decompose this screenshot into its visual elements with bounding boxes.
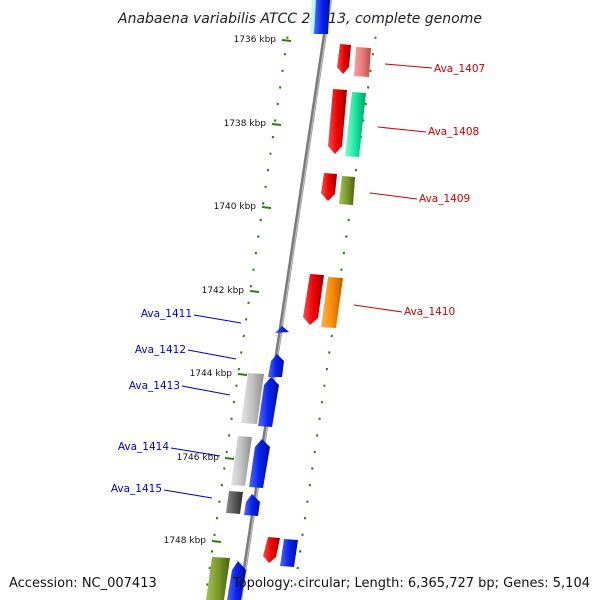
kbp-tick: 1744 kbp	[190, 369, 248, 379]
gene-arrow	[241, 373, 264, 424]
gene-arrow	[303, 274, 324, 325]
gene-arrow	[337, 44, 351, 74]
gene-label[interactable]: Ava_1409	[419, 193, 470, 205]
gene-label[interactable]: Ava_1407	[434, 63, 485, 75]
gene-arrow	[314, 0, 330, 34]
gene-arrow	[339, 176, 355, 205]
kbp-tick: 1738 kbp	[224, 119, 282, 129]
gene-arrow	[268, 354, 284, 377]
gene-label[interactable]: Ava_1414	[118, 441, 170, 453]
gene-arrow	[231, 436, 252, 486]
gene-label[interactable]: Ava_1415	[111, 483, 162, 495]
kbp-label: 1744 kbp	[190, 369, 233, 379]
gene-arrow	[227, 561, 246, 600]
kbp-label: 1742 kbp	[202, 286, 245, 296]
gene-labels-reverse: Ava_1411 Ava_1412 Ava_1413 Ava_1414 Ava_…	[111, 308, 192, 495]
gene-arrow	[280, 539, 298, 567]
kbp-label: 1736 kbp	[234, 35, 277, 45]
gene-arrow	[263, 537, 280, 563]
gene-arrow	[244, 494, 260, 516]
gene-arrow	[321, 277, 343, 328]
gene-label[interactable]: Ava_1410	[404, 306, 455, 318]
scale-track-left	[203, 19, 291, 600]
kbp-scale: 1736 kbp 1738 kbp 1740 kbp 1742 kbp 1744…	[164, 35, 292, 546]
kbp-tick: 1746 kbp	[177, 453, 235, 463]
kbp-tick: 1748 kbp	[164, 536, 222, 546]
gene-arrow	[249, 439, 270, 488]
gene-arrow	[275, 326, 289, 333]
gene-features	[206, 0, 371, 600]
kbp-tick: 1736 kbp	[234, 35, 292, 45]
gene-arrow	[226, 491, 243, 514]
kbp-tick: 1740 kbp	[214, 202, 272, 212]
gene-arrow	[328, 89, 347, 154]
map-title: Anabaena variabilis ATCC 29413, complete…	[117, 11, 482, 27]
gene-arrow	[345, 92, 366, 157]
gene-arrow	[321, 173, 337, 201]
gene-label[interactable]: Ava_1408	[428, 126, 479, 138]
gene-arrow	[354, 47, 371, 77]
kbp-tick: 1742 kbp	[202, 286, 260, 296]
gene-label[interactable]: Ava_1411	[141, 308, 192, 320]
leader-lines	[163, 63, 433, 499]
gene-label[interactable]: Ava_1413	[129, 380, 180, 392]
gene-labels-forward: Ava_1407 Ava_1408 Ava_1409 Ava_1410	[404, 63, 485, 318]
kbp-label: 1748 kbp	[164, 536, 207, 546]
kbp-label: 1738 kbp	[224, 119, 267, 129]
kbp-label: 1740 kbp	[214, 202, 257, 212]
gene-arrow	[258, 377, 279, 427]
gene-label[interactable]: Ava_1412	[135, 344, 186, 356]
accession-text: Accession: NC_007413	[9, 576, 157, 591]
kbp-label: 1746 kbp	[177, 453, 220, 463]
gene-arrow	[206, 557, 230, 600]
genome-summary-text: Topology: circular; Length: 6,365,727 bp…	[232, 576, 590, 591]
